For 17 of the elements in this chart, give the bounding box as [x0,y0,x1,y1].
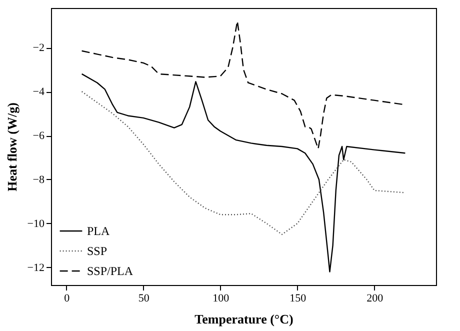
y-tick-label: −6 [32,130,45,142]
x-tick-label: 150 [290,292,307,304]
line-series [81,90,406,236]
x-tick-label: 0 [64,292,70,304]
legend-label: PLA [87,224,110,238]
y-tick-label: −10 [27,218,45,230]
y-tick-label: −8 [32,174,45,186]
y-tick-label: −4 [32,86,45,98]
x-tick-label: 200 [366,292,384,304]
legend-label: SSP/PLA [87,264,134,278]
legend-label: SSP [87,244,108,258]
y-tick-label: −2 [32,42,44,54]
x-tick-label: 50 [138,292,150,304]
x-tick-label: 100 [212,292,230,304]
y-axis-title: Heat flow (W/g) [4,102,20,192]
y-tick-label: −12 [27,262,44,274]
x-axis-title: Temperature (°C) [194,312,294,326]
